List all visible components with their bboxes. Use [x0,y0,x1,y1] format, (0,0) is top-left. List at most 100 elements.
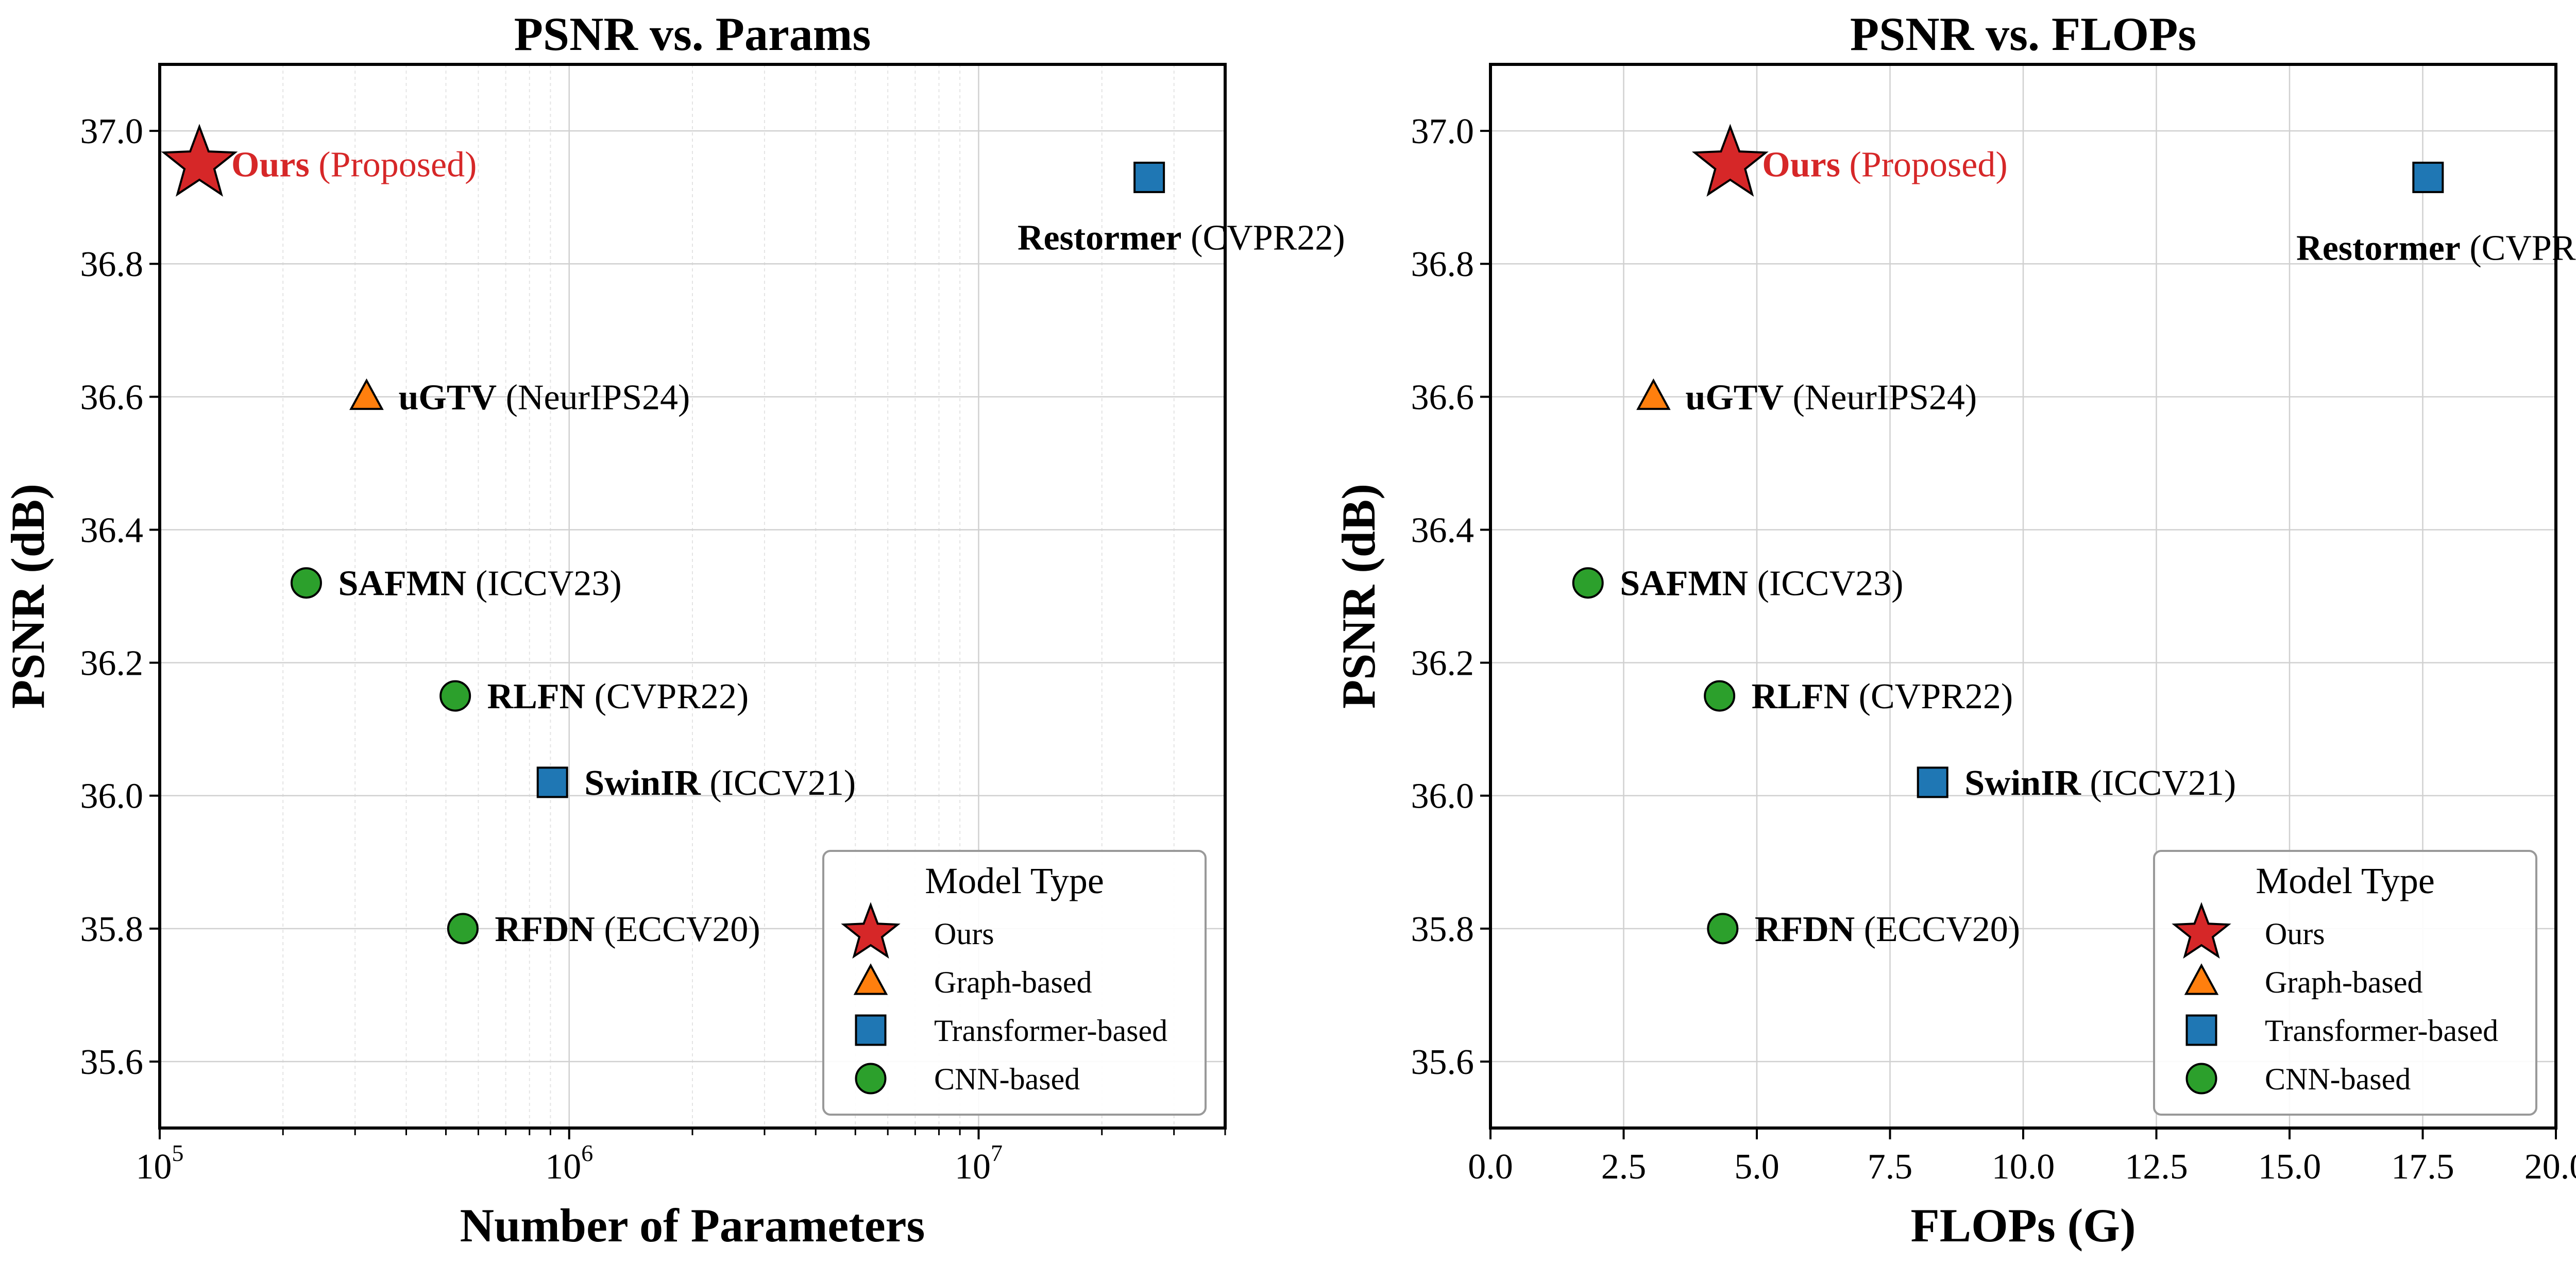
flops-x-tick-label: 0.0 [1468,1147,1513,1187]
flops-y-tick-label: 37.0 [1411,112,1475,151]
params-x-tick-label: 107 [955,1140,1003,1187]
flops-x-tick-label: 10.0 [1992,1147,2055,1187]
flops-x-tick-label: 15.0 [2258,1147,2321,1187]
flops-y-tick-label: 35.6 [1411,1043,1475,1082]
params-label-safmn: SAFMN (ICCV23) [338,564,621,604]
point-tag: (ECCV20) [1855,910,2020,949]
params-x-tick-label: 106 [545,1140,593,1187]
flops-x-tick-label: 5.0 [1734,1147,1780,1187]
point-name: RLFN [487,677,586,716]
point-tag: (ECCV20) [595,910,760,949]
params-label-swinir: SwinIR (ICCV21) [584,763,856,803]
point-name: Ours [231,145,310,185]
point-tag: (NeurIPS24) [1784,378,1977,417]
point-name: SAFMN [338,564,466,604]
flops-legend-marker-3 [2185,1063,2217,1095]
flops-y-tick-label: 35.8 [1411,910,1475,949]
params-point-rlfn [439,680,471,712]
flops-label-ugtv: uGTV (NeurIPS24) [1685,378,1977,417]
params-y-tick-label: 35.8 [80,910,144,949]
flops-legend-label-1: Graph-based [2265,965,2423,999]
flops-legend-label-3: CNN-based [2265,1062,2411,1096]
tick-exponent: 5 [172,1140,184,1166]
params-legend-label-1: Graph-based [934,965,1092,999]
point-name: SwinIR [1964,763,2081,803]
flops-x-tick-label: 17.5 [2391,1147,2454,1187]
params-label-ours: Ours (Proposed) [231,145,477,185]
params-legend-marker-0 [841,902,901,959]
flops-point-safmn [1572,567,1604,599]
flops-label-restormer: Restormer (CVPR22) [2296,228,2576,268]
flops-legend-label-0: Ours [2265,917,2325,951]
flops-y-tick-label: 36.6 [1411,378,1475,417]
point-name: Ours [1762,145,1840,185]
params-y-tick-label: 35.6 [80,1043,144,1082]
flops-y-tick-label: 36.2 [1411,644,1475,684]
params-legend-label-0: Ours [934,917,994,951]
flops-point-rlfn [1704,680,1736,712]
params-label-restormer: Restormer (CVPR22) [1018,218,1345,258]
flops-y-axis-label: PSNR (dB) [1332,484,1385,709]
point-tag: (ICCV23) [466,564,621,604]
params-legend-marker-2 [855,1014,887,1046]
params-label-ugtv: uGTV (NeurIPS24) [398,378,690,417]
point-name: Restormer [1018,218,1182,258]
flops-axes-frame [1489,63,2557,1130]
params-points [161,124,1165,945]
flops-x-tick-label: 2.5 [1601,1147,1647,1187]
params-legend-frame [822,850,1207,1116]
params-y-tick-label: 36.4 [80,510,144,550]
params-legend-label-2: Transformer-based [934,1014,1167,1048]
flops-point-rfdn [1707,913,1739,945]
point-tag: (CVPR22) [1850,677,2013,716]
params-point-safmn [290,567,322,599]
flops-legend-marker-1 [2184,963,2219,995]
flops-legend-frame [2153,850,2537,1116]
flops-x-tick-label: 20.0 [2524,1147,2576,1187]
point-tag: (NeurIPS24) [497,378,690,417]
params-legend-label-3: CNN-based [934,1062,1080,1096]
point-name: SwinIR [584,763,701,803]
flops-legend-marker-0 [2172,902,2231,959]
params-point-ours [161,124,238,197]
tick-base: 10 [136,1147,172,1187]
flops-label-swinir: SwinIR (ICCV21) [1964,763,2236,803]
flops-label-safmn: SAFMN (ICCV23) [1620,564,1903,604]
point-name: Restormer [2296,228,2461,268]
params-y-tick-label: 36.2 [80,644,144,684]
point-tag: (CVPR22) [585,677,749,716]
params-point-restormer [1133,161,1165,193]
flops-y-tick-label: 36.4 [1411,510,1475,550]
point-name: uGTV [1685,378,1784,417]
flops-point-ours [1691,124,1769,197]
params-x-axis-label: Number of Parameters [460,1199,925,1252]
flops-panel: 35.6 35.8 36.0 36.2 36.4 36.6 36.8 37.0 0.0 2.5 5.… [1332,8,2576,1252]
point-tag: (ICCV21) [701,763,856,803]
point-tag: (Proposed) [1840,145,2008,185]
flops-label-ours: Ours (Proposed) [1762,145,2007,185]
params-point-ugtv [349,378,384,410]
flops-label-rlfn: RLFN (CVPR22) [1752,677,2013,716]
flops-y-tick-label: 36.8 [1411,245,1475,284]
tick-exponent: 7 [991,1140,1003,1166]
point-tag: (ICCV23) [1748,564,1903,604]
tick-base: 10 [545,1147,581,1187]
point-name: RFDN [1755,910,1855,949]
flops-y-tick-label: 36.0 [1411,777,1475,816]
params-label-rfdn: RFDN (ECCV20) [495,910,760,949]
flops-x-tick-label: 12.5 [2125,1147,2188,1187]
flops-legend-title: Model Type [2256,860,2435,901]
point-tag: (ICCV21) [2081,763,2236,803]
params-y-axis-label: PSNR (dB) [2,484,54,709]
point-name: RFDN [495,910,595,949]
flops-chart-title: PSNR vs. FLOPs [1850,8,2196,60]
params-legend-marker-3 [855,1063,887,1095]
point-name: SAFMN [1620,564,1748,604]
point-name: RLFN [1752,677,1850,716]
flops-point-restormer [2412,161,2444,193]
point-tag: (Proposed) [310,145,477,185]
params-y-tick-label: 36.8 [80,245,144,284]
